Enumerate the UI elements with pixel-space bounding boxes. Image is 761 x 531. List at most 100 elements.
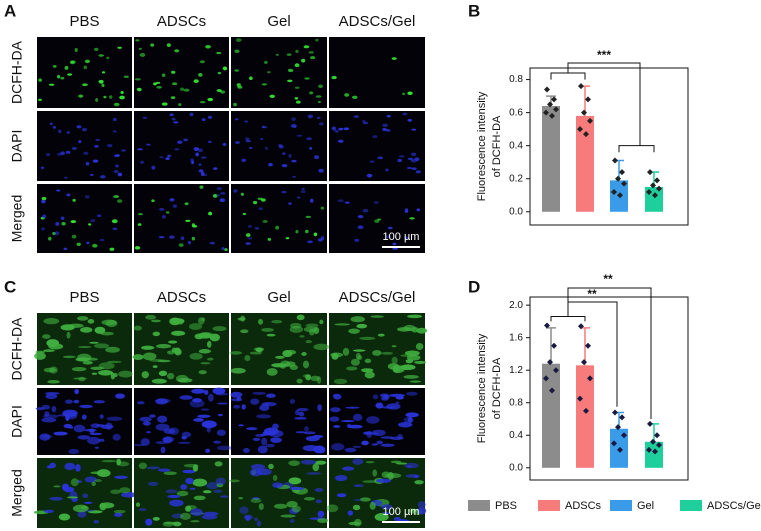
cell [333, 378, 348, 385]
cell [113, 195, 120, 199]
cell [200, 362, 211, 365]
cell [82, 83, 88, 87]
cell [249, 351, 263, 355]
data-point [549, 112, 555, 119]
cell [99, 238, 105, 241]
cell [120, 492, 137, 498]
cell [411, 128, 417, 131]
cell [319, 319, 324, 325]
cell [64, 176, 68, 179]
cell [51, 405, 57, 413]
cell [359, 497, 371, 502]
micrograph [329, 184, 425, 253]
cell [333, 425, 341, 428]
cell [236, 83, 241, 87]
cell [141, 371, 149, 379]
cell [158, 370, 168, 377]
cell [308, 51, 314, 54]
cell [372, 349, 382, 356]
cell [193, 495, 206, 501]
cell [216, 194, 221, 197]
cell [83, 65, 88, 70]
cell [89, 341, 99, 344]
cell [220, 90, 226, 94]
cell [364, 358, 372, 364]
cell [268, 463, 274, 470]
micrograph [229, 313, 330, 385]
data-point [650, 182, 656, 189]
cell [289, 519, 295, 523]
cell [43, 509, 54, 513]
cell [309, 147, 313, 150]
micrograph [37, 37, 132, 108]
cell [140, 438, 150, 446]
cell [63, 423, 73, 429]
cell [100, 424, 114, 429]
column-label: Gel [267, 289, 290, 306]
cell [41, 435, 53, 438]
cell [120, 90, 124, 94]
cell [417, 501, 426, 509]
cell [287, 79, 293, 83]
cell [169, 499, 184, 507]
data-point [652, 192, 658, 199]
cell [112, 433, 121, 441]
micrograph [329, 111, 425, 181]
cell [334, 323, 351, 326]
cell [305, 340, 312, 344]
cell [315, 95, 322, 98]
cell [331, 126, 337, 131]
cell [390, 460, 402, 464]
cell [41, 199, 46, 204]
cell [307, 114, 314, 119]
cell [201, 317, 206, 322]
cell [134, 246, 141, 250]
cell [184, 202, 189, 206]
cell [352, 504, 361, 511]
cell [416, 327, 428, 334]
micrograph-bg [37, 184, 132, 253]
cell [48, 83, 55, 86]
cell [166, 350, 176, 355]
cell [191, 388, 206, 394]
cell [220, 495, 229, 498]
data-point [553, 106, 559, 113]
cell [137, 223, 142, 226]
cell [34, 352, 46, 360]
cell [300, 459, 317, 465]
cell [161, 215, 166, 219]
cell [205, 448, 211, 453]
cell [395, 401, 400, 405]
cell [200, 100, 206, 104]
cell [41, 227, 45, 231]
column-label: Gel [267, 13, 290, 30]
cell [239, 506, 249, 514]
cell [222, 66, 228, 71]
cell [348, 328, 360, 334]
cell [174, 49, 180, 53]
cell [230, 367, 246, 374]
cell [149, 414, 156, 418]
cell [46, 153, 51, 157]
cell [117, 172, 123, 177]
cell [234, 69, 240, 72]
cell [301, 352, 307, 356]
cell [361, 440, 369, 446]
cell [87, 318, 95, 324]
legend-label: ADSCs [565, 500, 602, 512]
cell [52, 126, 57, 129]
cell [193, 147, 200, 151]
cell [296, 407, 309, 412]
cell [268, 162, 273, 167]
cell [64, 462, 76, 471]
cell [158, 207, 165, 211]
cell [138, 462, 148, 470]
cell [153, 82, 157, 86]
cell [90, 471, 107, 475]
cell [302, 444, 319, 452]
cell [275, 225, 280, 230]
cell [391, 356, 398, 364]
cell [361, 368, 374, 373]
legend-swatch [468, 500, 490, 511]
